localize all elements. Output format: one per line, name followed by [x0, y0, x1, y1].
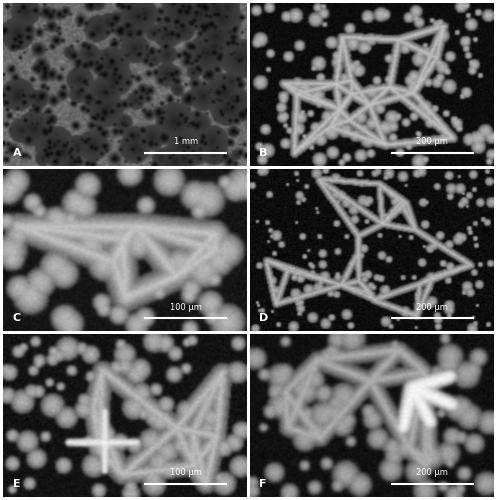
Text: 200 μm: 200 μm	[416, 468, 448, 477]
Text: D: D	[259, 313, 268, 323]
Text: 100 μm: 100 μm	[170, 303, 201, 312]
Text: C: C	[13, 313, 21, 323]
Text: F: F	[259, 479, 267, 489]
Text: 1 mm: 1 mm	[174, 137, 198, 146]
Text: E: E	[13, 479, 20, 489]
Text: 200 μm: 200 μm	[416, 137, 448, 146]
Text: 100 μm: 100 μm	[170, 468, 201, 477]
Text: A: A	[13, 148, 21, 158]
Text: B: B	[259, 148, 268, 158]
Text: 200 μm: 200 μm	[416, 303, 448, 312]
